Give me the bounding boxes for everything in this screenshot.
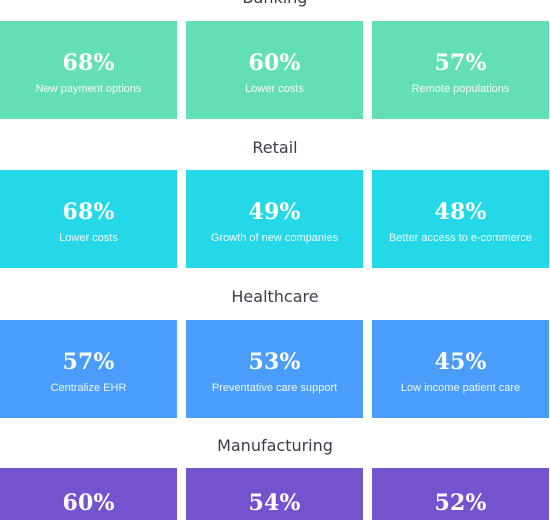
- stat-value: 52%: [434, 490, 487, 516]
- stat-caption: Low income patient care: [400, 382, 521, 394]
- stat-caption: New payment options: [35, 83, 142, 95]
- stat-card-banking-2: 60% Lower costs: [186, 21, 363, 119]
- section-title-manufacturing: Manufacturing: [217, 436, 333, 455]
- stat-caption: Centralize EHR: [50, 382, 127, 394]
- stat-value: 60%: [248, 50, 301, 76]
- stat-value: 53%: [248, 349, 301, 375]
- stat-value: 49%: [248, 199, 301, 225]
- stat-card-retail-2: 49% Growth of new companies: [186, 170, 363, 268]
- stat-caption: Lower costs: [59, 232, 118, 244]
- stat-caption: Lower costs: [245, 83, 304, 95]
- stat-card-manufacturing-2: 54%: [186, 468, 363, 520]
- stat-caption: Remote populations: [411, 83, 510, 95]
- stat-caption: Preventative care support: [211, 382, 338, 394]
- stat-value: 48%: [434, 199, 487, 225]
- stat-value: 57%: [62, 349, 115, 375]
- stat-caption: Better access to e-commerce: [388, 232, 533, 244]
- stat-card-healthcare-3: 45% Low income patient care: [372, 320, 549, 418]
- stat-value: 54%: [248, 490, 301, 516]
- stat-card-manufacturing-3: 52%: [372, 468, 549, 520]
- stat-value: 60%: [62, 490, 115, 516]
- stat-card-healthcare-2: 53% Preventative care support: [186, 320, 363, 418]
- stat-value: 68%: [62, 50, 115, 76]
- stat-card-healthcare-1: 57% Centralize EHR: [0, 320, 177, 418]
- stat-card-banking-3: 57% Remote populations: [372, 21, 549, 119]
- stat-caption: Growth of new companies: [210, 232, 339, 244]
- stat-card-retail-1: 68% Lower costs: [0, 170, 177, 268]
- stat-value: 45%: [434, 349, 487, 375]
- stat-card-banking-1: 68% New payment options: [0, 21, 177, 119]
- section-title-banking: Banking: [0, 0, 550, 8]
- stat-value: 57%: [434, 50, 487, 76]
- section-title-healthcare: Healthcare: [231, 287, 319, 306]
- stat-value: 68%: [62, 199, 115, 225]
- stat-card-retail-3: 48% Better access to e-commerce: [372, 170, 549, 268]
- section-title-retail: Retail: [252, 138, 298, 157]
- stat-card-manufacturing-1: 60%: [0, 468, 177, 520]
